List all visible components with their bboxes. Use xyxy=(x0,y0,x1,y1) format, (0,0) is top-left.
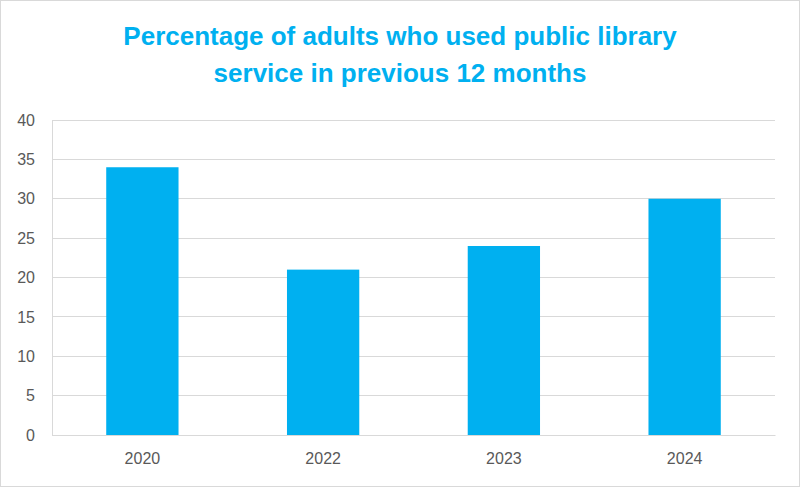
y-tick-label: 0 xyxy=(26,427,35,444)
y-tick-label: 15 xyxy=(17,308,35,325)
x-tick-label: 2022 xyxy=(305,450,341,467)
y-tick-label: 35 xyxy=(17,151,35,168)
y-tick: 20 xyxy=(17,269,52,286)
chart-svg: Percentage of adults who used public lib… xyxy=(0,0,800,487)
x-tick-label: 2020 xyxy=(125,450,161,467)
y-tick-label: 40 xyxy=(17,112,35,129)
grid-line xyxy=(52,120,775,121)
y-tick-label: 10 xyxy=(17,348,35,365)
y-tick-label: 20 xyxy=(17,269,35,286)
grid xyxy=(52,120,775,435)
x-tick: 2020 xyxy=(125,435,161,467)
y-tick: 0 xyxy=(26,427,52,444)
x-tick: 2024 xyxy=(667,435,703,467)
x-tick-label: 2023 xyxy=(486,450,522,467)
chart-title: Percentage of adults who used public lib… xyxy=(123,21,677,88)
bar xyxy=(648,199,720,435)
y-tick: 5 xyxy=(26,387,52,404)
y-tick: 30 xyxy=(17,190,52,207)
bars xyxy=(106,167,721,435)
bar xyxy=(106,167,178,435)
y-axis-line xyxy=(52,121,53,436)
y-tick: 10 xyxy=(17,348,52,365)
title-line: service in previous 12 months xyxy=(214,58,587,88)
x-tick: 2023 xyxy=(486,435,522,467)
y-tick: 25 xyxy=(17,230,52,247)
y-tick: 35 xyxy=(17,151,52,168)
y-tick: 15 xyxy=(17,308,52,325)
x-axis-line xyxy=(53,435,776,436)
chart-frame xyxy=(1,1,800,487)
x-tick-label: 2024 xyxy=(667,450,703,467)
x-tick: 2022 xyxy=(305,435,341,467)
y-tick-label: 5 xyxy=(26,387,35,404)
grid-line xyxy=(52,159,775,160)
plot-area: 0 5 10 15 20 25 30 35 40 2020 2022 2023 2024 xyxy=(17,112,775,468)
y-tick-label: 25 xyxy=(17,230,35,247)
bar xyxy=(468,246,540,435)
y-axis: 0 5 10 15 20 25 30 35 40 xyxy=(17,112,52,444)
chart-container: Percentage of adults who used public lib… xyxy=(0,0,800,487)
x-axis: 2020 2022 2023 2024 xyxy=(53,435,776,467)
y-tick-label: 30 xyxy=(17,190,35,207)
y-tick: 40 xyxy=(17,112,52,129)
bar xyxy=(287,270,359,435)
title-line: Percentage of adults who used public lib… xyxy=(123,21,677,51)
